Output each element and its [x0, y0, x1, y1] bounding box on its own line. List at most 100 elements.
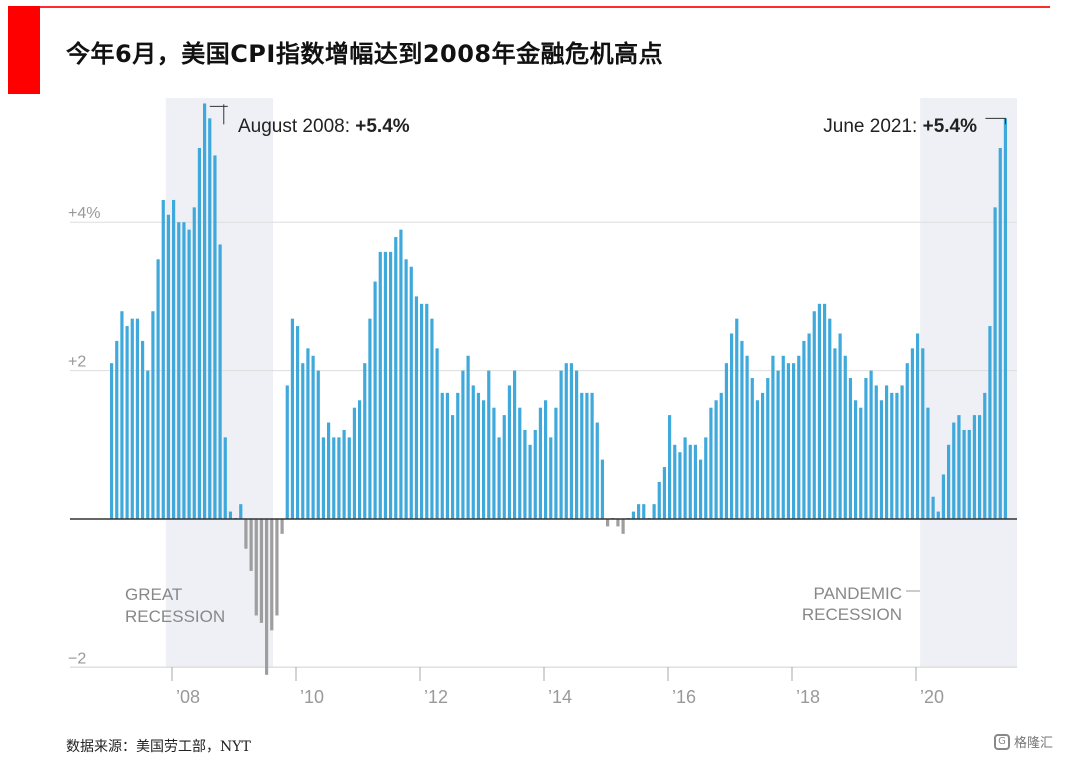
bar: [859, 407, 863, 519]
bar: [786, 363, 791, 519]
y-tick-label: +4%: [68, 205, 100, 222]
bar: [952, 422, 956, 519]
bar: [895, 392, 899, 519]
bar: [290, 318, 295, 519]
bar: [1003, 118, 1008, 519]
bar: [776, 370, 780, 519]
bar: [110, 363, 114, 519]
header-rule: [40, 6, 1050, 8]
y-tick-label: +2: [68, 354, 86, 371]
bar: [606, 519, 610, 527]
bar: [363, 363, 367, 519]
bar: [947, 444, 951, 519]
bar: [544, 400, 548, 519]
recession-label: GREAT: [125, 585, 182, 604]
watermark: G 格隆汇: [994, 732, 1053, 751]
bar: [177, 222, 181, 519]
bar: [445, 392, 450, 519]
bar: [254, 519, 258, 616]
bar: [280, 519, 284, 534]
bar: [487, 370, 491, 519]
bar: [941, 474, 946, 519]
bar: [192, 207, 196, 520]
bar: [967, 429, 971, 519]
bar: [466, 355, 470, 519]
bar: [430, 318, 434, 519]
bar: [399, 229, 403, 519]
bar: [590, 392, 594, 519]
bar: [218, 244, 222, 519]
bar: [197, 148, 202, 519]
bar: [755, 400, 760, 519]
bar: [807, 333, 811, 519]
bar: [265, 519, 269, 675]
bar: [678, 452, 682, 519]
bar: [409, 266, 413, 519]
bar: [161, 199, 165, 519]
bar: [683, 437, 687, 519]
bar: [673, 444, 677, 519]
bar: [513, 370, 517, 519]
bar: [166, 214, 171, 519]
bar: [528, 444, 532, 519]
bar: [668, 415, 672, 519]
bar: [714, 400, 718, 519]
bar: [637, 504, 641, 519]
bar: [823, 303, 827, 519]
bar: [885, 385, 889, 519]
bar: [792, 363, 796, 519]
bar: [745, 355, 749, 519]
bar: [926, 407, 930, 519]
page-title: 今年6月，美国CPI指数增幅达到2008年金融危机高点: [66, 40, 664, 68]
bar: [781, 355, 785, 519]
bar: [502, 415, 506, 519]
bar: [988, 326, 992, 519]
recession-shade-2: [920, 98, 1017, 667]
bar: [321, 437, 326, 519]
bar: [916, 333, 920, 519]
x-tick-label: ’20: [920, 687, 944, 707]
bar: [766, 378, 770, 519]
bar: [864, 378, 868, 519]
bar: [533, 429, 537, 519]
bar: [394, 237, 398, 520]
bar: [285, 385, 289, 519]
source-note: 数据来源：美国劳工部，NYT: [66, 739, 251, 755]
bar: [208, 118, 212, 519]
bar: [492, 407, 496, 519]
bar: [662, 467, 667, 519]
bar: [275, 519, 279, 616]
bar: [771, 355, 775, 519]
bar: [342, 429, 346, 519]
bar: [631, 511, 636, 519]
watermark-text: 格隆汇: [1014, 736, 1054, 751]
bar: [461, 370, 465, 519]
bar: [347, 437, 351, 519]
bar: [223, 437, 227, 519]
bar: [554, 407, 558, 519]
bar: [905, 363, 909, 519]
bar: [497, 437, 501, 519]
bar: [352, 407, 357, 519]
bar: [993, 207, 997, 520]
recession-label: RECESSION: [125, 607, 225, 626]
bar: [854, 400, 858, 519]
peak-annotation-2021: June 2021: +5.4%: [823, 116, 977, 137]
bar: [187, 229, 191, 519]
bar: [693, 444, 698, 519]
bar: [306, 348, 310, 519]
bar: [575, 370, 579, 519]
bar: [740, 340, 744, 519]
bar: [420, 303, 424, 519]
bar: [879, 400, 884, 519]
bar: [414, 296, 419, 519]
bar: [451, 415, 455, 519]
bar: [983, 392, 987, 519]
bar: [709, 407, 713, 519]
bar: [616, 519, 620, 527]
bar: [249, 519, 253, 571]
x-tick-label: ’08: [176, 687, 200, 707]
accent-red-block: [8, 6, 40, 94]
bar: [270, 519, 274, 631]
bar: [141, 340, 145, 519]
